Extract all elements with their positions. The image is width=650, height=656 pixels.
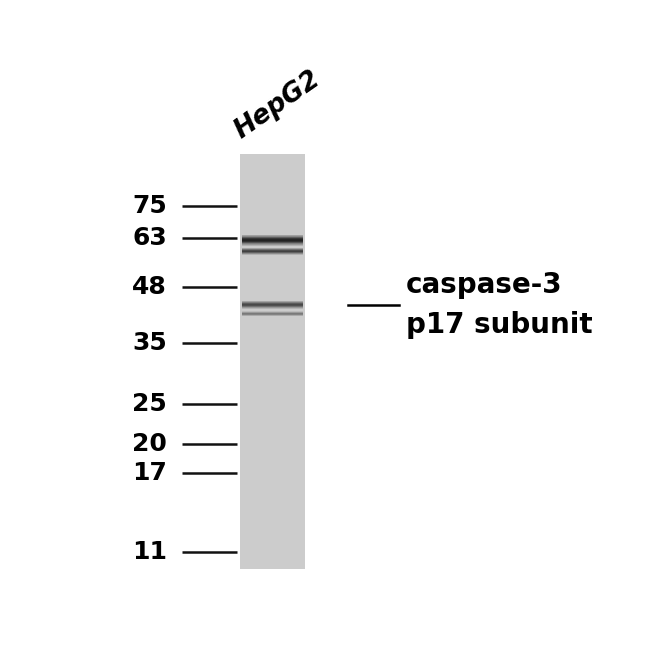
Text: 35: 35 [132,331,167,356]
Text: 20: 20 [132,432,167,456]
Text: 17: 17 [132,461,167,485]
Text: 25: 25 [132,392,167,416]
Text: p17 subunit: p17 subunit [406,311,593,338]
Text: caspase-3: caspase-3 [406,271,563,298]
Text: 11: 11 [132,539,167,564]
Text: 48: 48 [132,274,167,298]
Text: 63: 63 [132,226,167,249]
Text: 75: 75 [132,194,167,218]
Text: HepG2: HepG2 [229,66,326,144]
Bar [240,154,306,569]
